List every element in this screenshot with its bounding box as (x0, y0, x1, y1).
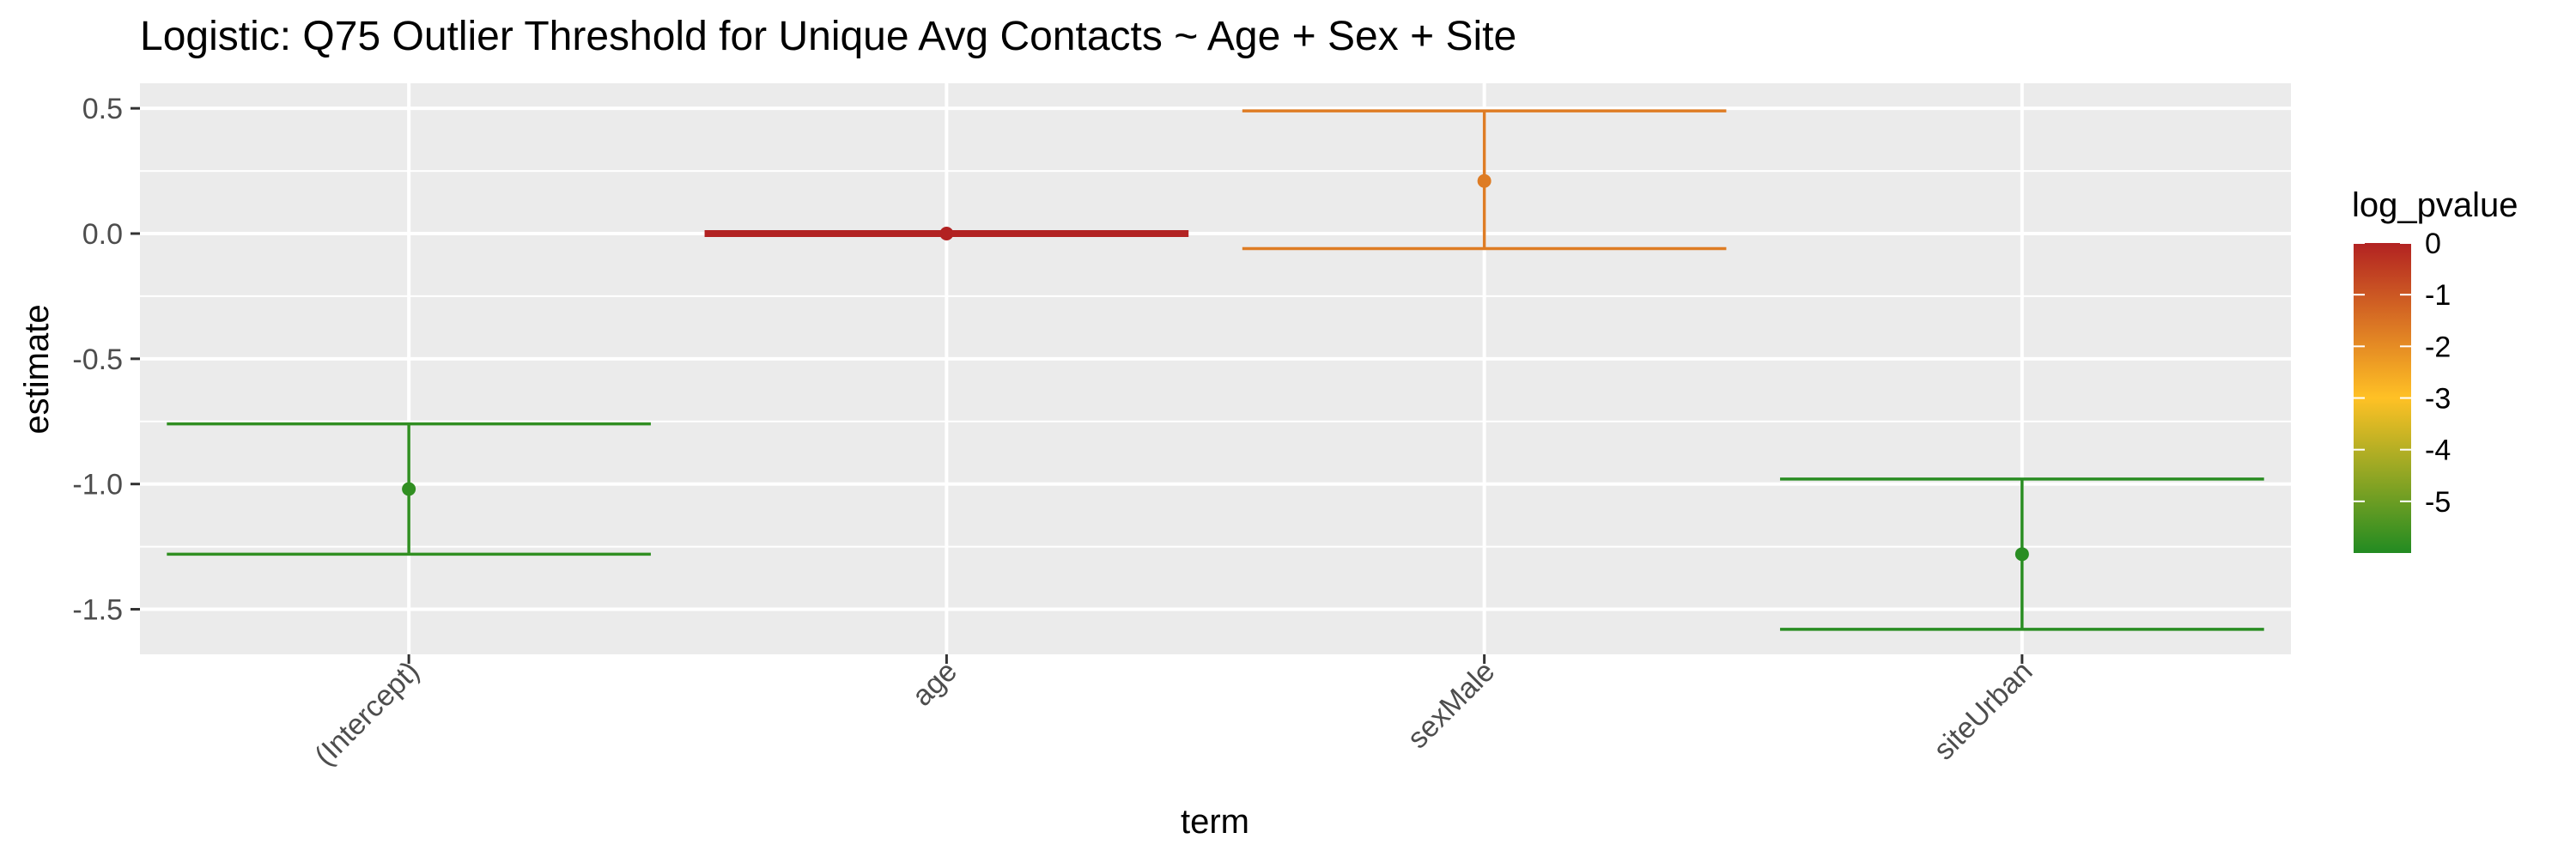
legend-tick-label: 0 (2425, 228, 2441, 260)
y-axis: 0.5 0.0 -0.5 -1.0 -1.5 (72, 93, 140, 627)
errorbar-1 (704, 227, 1189, 240)
estimate-point (402, 482, 416, 496)
y-axis-title: estimate (18, 304, 56, 434)
y-tick-label: -0.5 (72, 343, 123, 376)
legend-tick-label: -1 (2425, 279, 2451, 312)
x-tick-label: (Intercept) (308, 655, 425, 772)
legend-ticks: 0 -1 -2 -3 -4 -5 (2354, 228, 2451, 519)
plot-panel (140, 83, 2291, 654)
x-axis-title: term (1181, 803, 1249, 841)
y-tick-label: -1.0 (72, 469, 123, 501)
legend-tick-label: -2 (2425, 331, 2451, 363)
x-tick-label: age (906, 655, 963, 713)
estimate-point (2014, 547, 2029, 562)
legend-tick-label: -3 (2425, 383, 2451, 416)
errorbar-2 (1242, 109, 1727, 251)
errorbar-0 (167, 422, 651, 556)
x-tick-label: sexMale (1401, 655, 1501, 755)
x-axis: (Intercept) age sexMale siteUrban (308, 654, 2039, 772)
estimate-point (939, 227, 954, 240)
legend: log_pvalue 0 -1 -2 -3 -4 -5 (2352, 186, 2518, 553)
errorbar-3 (1780, 477, 2264, 631)
estimate-point (1477, 173, 1492, 188)
marks-layer (167, 109, 2264, 631)
legend-title: log_pvalue (2352, 186, 2518, 224)
x-tick-label: siteUrban (1928, 655, 2039, 767)
y-tick-label: -1.5 (72, 594, 123, 627)
legend-tick-label: -4 (2425, 435, 2451, 467)
y-tick-label: 0.0 (82, 218, 123, 251)
legend-tick-label: -5 (2425, 486, 2451, 519)
chart-title: Logistic: Q75 Outlier Threshold for Uniq… (140, 14, 1516, 59)
y-tick-label: 0.5 (82, 93, 123, 125)
